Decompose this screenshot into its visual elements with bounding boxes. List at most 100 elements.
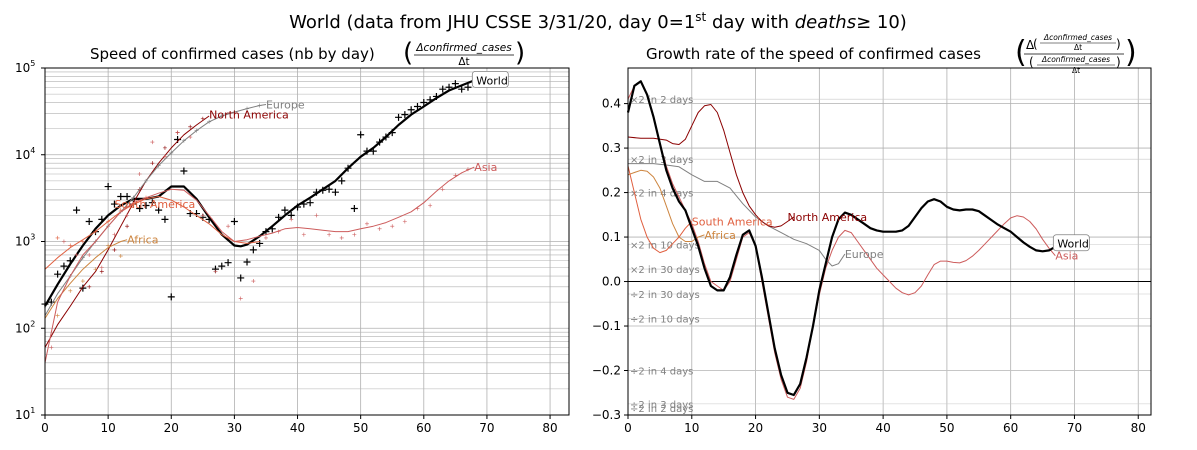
left-point-asia-28 [402, 219, 407, 224]
left-point-asia-26 [377, 226, 382, 231]
left-point-asia-9 [162, 154, 167, 159]
right-y-tick-label-2: −0.1 [592, 319, 621, 333]
left-point-world-15 [136, 205, 144, 213]
left-chart: Speed of confirmed cases (nb by day) ( Δ… [15, 38, 570, 435]
left-point-africa-2 [80, 279, 85, 284]
left-point-asia-16 [251, 279, 256, 284]
left-point-world-56 [395, 113, 403, 121]
left-y-tick-base: 10 [15, 61, 30, 75]
right-formula-open-paren: ( [1015, 35, 1027, 70]
left-point-north-america-0 [87, 284, 92, 289]
right-formula-num-open-paren: ( [1033, 37, 1038, 51]
left-formula-open-paren: ( [403, 38, 413, 68]
left-point-asia-11 [188, 135, 193, 140]
left-point-world-50 [357, 131, 365, 139]
left-point-world-5 [73, 206, 81, 214]
right-label-asia: Asia [1055, 250, 1078, 263]
figure-title-sup: st [695, 10, 706, 24]
left-point-world-11 [110, 200, 118, 208]
left-x-tick-label-70: 70 [479, 421, 494, 435]
left-point-world-20 [167, 293, 175, 301]
left-y-tick-base: 10 [15, 148, 30, 162]
left-point-asia-3 [87, 252, 92, 257]
left-point-world-58 [407, 106, 415, 114]
right-label-box-world [1052, 234, 1090, 252]
left-point-world-32 [243, 258, 251, 266]
left-y-tick-base: 10 [15, 408, 30, 422]
left-point-asia-12 [200, 213, 205, 218]
left-chart-title-formula: ( Δconfirmed_cases Δt ) [403, 38, 525, 68]
right-chart-series: World North America Europe South AmericaAfr… [626, 80, 1090, 400]
left-y-tick-label-10000: 104 [15, 146, 35, 162]
left-formula-numerator: Δconfirmed_cases [415, 42, 512, 54]
right-formula-den-close-paren: ) [1116, 55, 1121, 69]
left-line-south-america [44, 196, 260, 270]
left-y-tick-exp: 5 [30, 59, 35, 68]
left-point-world-7 [85, 218, 93, 226]
left-line-world [44, 79, 475, 307]
left-chart-grid [44, 68, 569, 416]
left-point-world-12 [117, 193, 125, 201]
right-formula-num-top: Δconfirmed_cases [1043, 33, 1112, 42]
left-point-africa-3 [93, 267, 98, 272]
right-label-world: World [1057, 238, 1089, 251]
left-point-north-america-1 [99, 269, 104, 274]
left-point-world-47 [338, 177, 346, 185]
left-chart-title: Speed of confirmed cases (nb by day) [90, 45, 375, 63]
right-x-tick-label-60: 60 [1003, 421, 1018, 435]
left-point-asia-8 [150, 140, 155, 145]
right-x-tick-label-70: 70 [1067, 421, 1082, 435]
left-label-europe: Europe [266, 98, 305, 111]
right-y-tick-label-3: 0.0 [602, 275, 621, 289]
left-y-tick-base: 10 [15, 235, 30, 249]
left-formula-close-paren: ) [515, 38, 525, 68]
right-reference-label-5: ÷2 in 30 days [630, 290, 700, 301]
figure-title: World (data from JHU CSSE 3/31/20, day 0… [289, 10, 907, 33]
right-reference-label-8: ÷2 in 3 days [630, 400, 693, 411]
left-point-asia-6 [125, 213, 130, 218]
left-point-world-67 [464, 83, 472, 91]
left-point-world-17 [148, 199, 156, 207]
left-point-world-31 [237, 274, 245, 282]
right-label-north-america: North America [787, 211, 867, 224]
right-line-world [626, 80, 1056, 397]
right-y-tick-label-0: −0.3 [592, 408, 621, 422]
right-label-africa: Africa [705, 229, 736, 242]
left-point-world-30 [230, 218, 238, 226]
left-point-north-america-6 [162, 145, 167, 150]
right-x-tick-label-20: 20 [748, 421, 763, 435]
left-point-asia-5 [112, 232, 117, 237]
right-y-tick-label-1: −0.2 [592, 364, 621, 378]
left-label-asia: Asia [474, 161, 497, 174]
figure-title-suffix: ≥ 10) [856, 12, 907, 33]
right-formula-close-paren: ) [1125, 35, 1137, 70]
left-point-asia-19 [289, 217, 294, 222]
left-x-tick-label-40: 40 [290, 421, 305, 435]
left-x-tick-label-0: 0 [41, 421, 49, 435]
right-chart-axes: 0 10 20 30 40 50 60 70 80 −0.3 −0.2 −0.1 0.0 0.1 0.2 0.… [592, 67, 1152, 435]
left-point-north-america-8 [188, 124, 193, 129]
left-point-world-34 [256, 239, 264, 247]
left-point-world-2 [54, 270, 62, 278]
left-line-north-america [44, 115, 210, 348]
left-point-world-38 [281, 206, 289, 214]
left-label-south-america: South America [114, 198, 195, 211]
left-point-asia-30 [428, 203, 433, 208]
right-x-tick-label-40: 40 [875, 421, 890, 435]
left-point-world-18 [155, 206, 163, 214]
left-point-asia-4 [99, 265, 104, 270]
right-reference-label-7: ÷2 in 4 days [630, 367, 693, 378]
right-chart-reference-labels: ×2 in 2 days×2 in 3 days×2 in 4 days×2 i… [630, 95, 700, 415]
left-point-africa-4 [106, 243, 111, 248]
left-point-world-10 [104, 183, 112, 191]
left-point-world-42 [306, 199, 314, 207]
left-point-world-3 [60, 262, 68, 270]
left-y-tick-exp: 3 [30, 233, 35, 242]
left-formula-denominator: Δt [458, 56, 469, 68]
left-line-europe [44, 104, 267, 316]
right-chart-grid [627, 68, 1151, 416]
left-point-asia-24 [352, 232, 357, 237]
